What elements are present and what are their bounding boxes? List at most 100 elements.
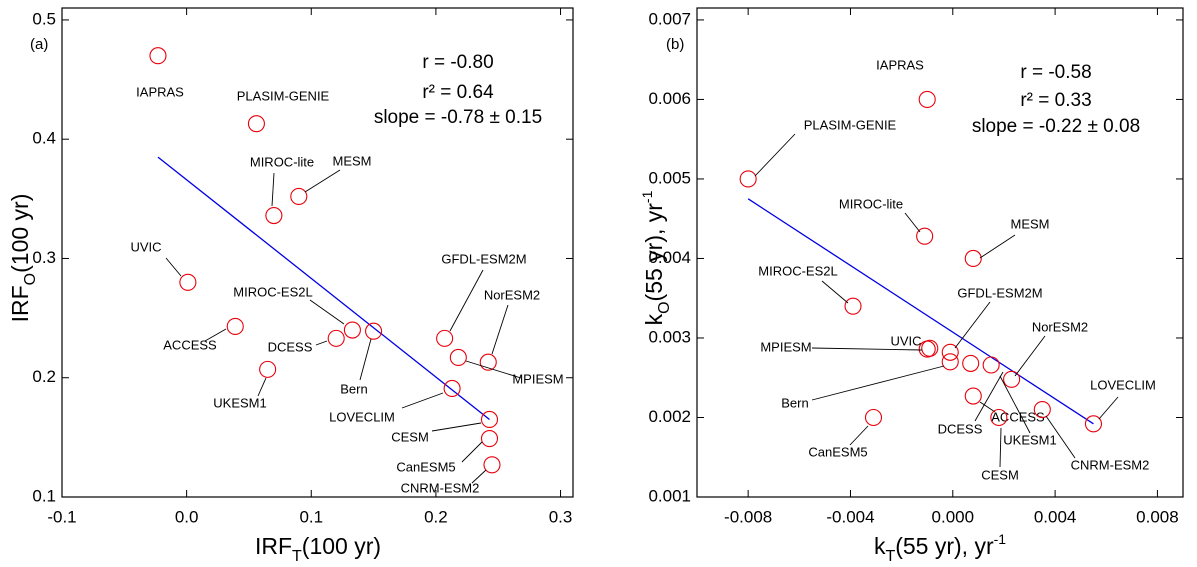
point-label: Bern: [781, 395, 808, 410]
data-point: [739, 170, 757, 188]
y-tick-label: 0.5: [32, 9, 56, 28]
point-label: PLASIM-GENIE: [237, 88, 330, 103]
point-label: CanESM5: [808, 444, 867, 459]
data-point: [365, 322, 383, 340]
leader-line: [461, 441, 483, 463]
leader-line: [904, 212, 921, 233]
point-label: LOVECLIM: [1090, 377, 1156, 392]
x-axis-label-part: (55 yr), yr: [895, 533, 994, 559]
y-tick-label: 0.2: [32, 367, 56, 386]
leader-line: [811, 365, 945, 401]
y-axis-label-part: -1: [639, 190, 655, 203]
y-axis-label-part: O: [22, 273, 39, 285]
x-tick-label: 0.2: [424, 507, 448, 526]
leader-line: [979, 234, 1016, 259]
stat-annotation: r² = 0.64: [422, 82, 494, 103]
leader-line: [1098, 396, 1119, 420]
stat-annotation: slope = -0.22 ± 0.08: [972, 116, 1140, 137]
point-label: UKESM1: [213, 395, 266, 410]
point-label: ACCESS: [163, 337, 217, 352]
point-label: MIROC-lite: [250, 154, 314, 169]
leader-line: [204, 328, 227, 342]
leader-line: [491, 304, 509, 355]
panel-label: (b): [666, 36, 684, 53]
data-point: [916, 227, 934, 245]
x-tick-label: -0.1: [47, 507, 76, 526]
data-point: [226, 317, 244, 335]
point-label: LOVECLIM: [329, 409, 395, 424]
x-axis-label-part: -1: [994, 531, 1007, 547]
y-tick-label: 0.003: [648, 327, 691, 346]
leader-line: [999, 427, 1002, 468]
point-label: CESM: [981, 467, 1019, 482]
data-point: [480, 430, 499, 448]
data-point: [964, 249, 982, 268]
point-label: UVIC: [890, 333, 921, 348]
leader-line: [471, 469, 487, 484]
data-point: [149, 47, 167, 65]
point-label: DCESS: [938, 421, 983, 436]
data-point: [179, 273, 197, 291]
data-point: [941, 343, 959, 361]
y-axis-label-part: k: [641, 313, 667, 325]
point-label: Bern: [340, 381, 367, 396]
data-point: [1084, 415, 1103, 433]
data-point: [449, 348, 467, 367]
data-point: [918, 340, 936, 358]
data-point: [265, 206, 283, 225]
x-tick-label: -0.008: [724, 507, 772, 526]
x-tick-label: 0.0: [175, 507, 199, 526]
leader-line: [954, 301, 991, 349]
leader-line: [849, 425, 869, 446]
point-label: IAPRAS: [876, 57, 924, 72]
point-label: UVIC: [130, 239, 161, 254]
x-tick-label: 0.1: [299, 507, 323, 526]
y-tick-label: 0.005: [648, 168, 691, 187]
leader-line: [401, 392, 444, 409]
data-point: [990, 408, 1008, 427]
data-point: [1003, 370, 1021, 388]
point-label: MESM: [333, 153, 372, 168]
point-label: UKESM1: [1003, 432, 1056, 447]
leader-line: [974, 371, 1004, 422]
y-axis-label: kO(55 yr), yr-1: [639, 190, 673, 325]
data-point: [982, 356, 1000, 374]
plot-frame: [61, 7, 574, 498]
x-axis-label-part: T: [885, 548, 895, 565]
leader-line: [821, 280, 849, 304]
data-point: [247, 115, 265, 133]
data-point: [918, 90, 936, 108]
y-tick-label: 0.001: [648, 486, 691, 505]
y-tick-label: 0.004: [648, 248, 691, 267]
x-axis-label: kT(55 yr), yr-1: [874, 531, 1006, 565]
data-point: [436, 329, 454, 347]
leader-line: [754, 133, 796, 177]
stat-annotation: r = -0.58: [1020, 62, 1091, 83]
leader-line: [315, 340, 328, 346]
leader-line: [449, 269, 484, 332]
point-label: MIROC-lite: [839, 196, 903, 211]
x-tick-label: 0.004: [1034, 507, 1077, 526]
y-tick-label: 0.1: [32, 486, 56, 505]
data-point: [479, 353, 497, 371]
leader-line: [1014, 335, 1046, 377]
point-label: NorESM2: [484, 287, 540, 302]
x-axis-label: IRFT(100 yr): [255, 533, 381, 565]
leader-line: [431, 422, 482, 432]
x-tick-label: 0.008: [1136, 507, 1179, 526]
fit-line: [747, 198, 1094, 425]
y-axis-label-part: (55 yr), yr: [641, 203, 667, 302]
y-tick-label: 0.006: [648, 89, 691, 108]
leader-line: [1045, 415, 1076, 459]
x-tick-label: 0.000: [932, 507, 975, 526]
point-label: MESM: [1011, 216, 1050, 231]
data-point: [343, 321, 361, 339]
y-tick-label: 0.002: [648, 407, 691, 426]
y-tick-label: 0.3: [32, 248, 56, 267]
y-tick-label: 0.007: [648, 9, 691, 28]
leader-line: [304, 169, 341, 193]
data-point: [1033, 400, 1051, 419]
leader-line: [165, 257, 182, 277]
point-label: CNRM-ESM2: [1071, 457, 1150, 472]
